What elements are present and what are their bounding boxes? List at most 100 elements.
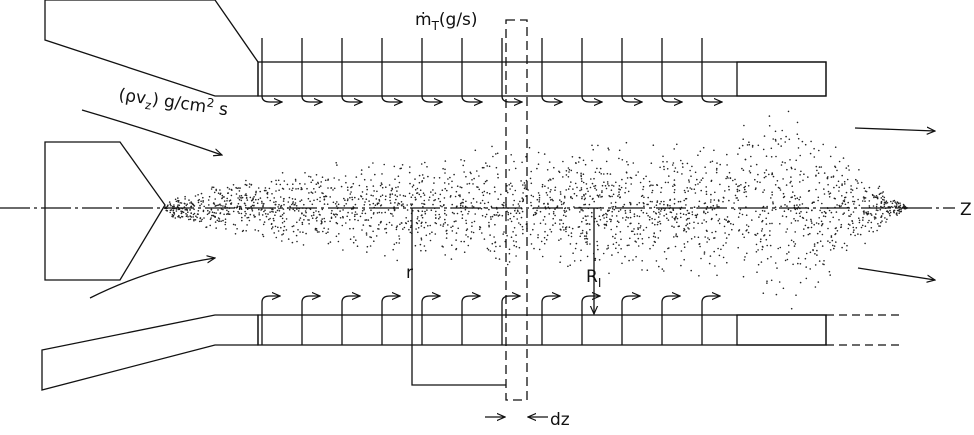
- droplet: [862, 216, 864, 219]
- droplet: [513, 244, 515, 247]
- droplet: [893, 209, 895, 212]
- droplet: [593, 177, 595, 180]
- droplet: [455, 220, 457, 222]
- droplet: [715, 169, 718, 171]
- droplet: [800, 170, 802, 173]
- droplet: [552, 211, 555, 213]
- droplet: [336, 213, 339, 216]
- droplet: [873, 195, 875, 197]
- droplet: [543, 242, 546, 245]
- droplet: [785, 135, 787, 138]
- droplet: [296, 221, 298, 224]
- droplet: [657, 216, 660, 218]
- droplet: [192, 213, 195, 216]
- droplet: [863, 187, 866, 190]
- droplet: [248, 186, 251, 188]
- droplet: [456, 185, 459, 187]
- droplet: [464, 205, 467, 208]
- droplet: [648, 218, 651, 221]
- droplet: [379, 204, 382, 207]
- droplet: [355, 239, 357, 241]
- droplet: [431, 231, 433, 233]
- droplet: [426, 166, 428, 168]
- droplet: [310, 215, 313, 217]
- droplet: [167, 204, 169, 206]
- droplet: [868, 230, 870, 232]
- droplet: [549, 228, 551, 231]
- droplet: [354, 213, 356, 216]
- droplet: [300, 188, 303, 191]
- droplet: [765, 223, 768, 225]
- droplet: [217, 217, 220, 219]
- droplet: [792, 263, 794, 266]
- droplet: [641, 194, 644, 197]
- droplet: [225, 203, 227, 205]
- droplet: [208, 195, 211, 198]
- droplet: [807, 226, 810, 229]
- droplet: [336, 164, 338, 166]
- droplet: [582, 173, 585, 175]
- droplet: [483, 182, 486, 185]
- droplet: [292, 230, 295, 233]
- droplet: [697, 222, 699, 225]
- droplet: [616, 220, 619, 222]
- droplet: [505, 205, 507, 208]
- droplet: [209, 224, 211, 227]
- droplet: [169, 211, 171, 214]
- droplet: [792, 241, 795, 243]
- droplet: [522, 232, 524, 235]
- droplet: [597, 196, 600, 198]
- droplet: [569, 185, 571, 188]
- center-body: [44, 141, 166, 281]
- droplet: [548, 161, 551, 163]
- droplet: [417, 210, 420, 213]
- droplet: [270, 223, 273, 225]
- wall-inflow-arrow: [381, 38, 402, 102]
- droplet: [433, 182, 435, 184]
- droplet: [722, 244, 725, 247]
- droplet: [588, 223, 591, 225]
- droplet: [683, 258, 685, 261]
- droplet: [598, 259, 601, 261]
- droplet: [645, 175, 647, 178]
- droplet: [299, 217, 302, 219]
- droplet: [597, 144, 599, 147]
- wall-inflow-arrow: [621, 296, 640, 345]
- droplet: [820, 166, 823, 168]
- droplet: [353, 215, 356, 218]
- droplet: [217, 209, 219, 211]
- droplet: [281, 214, 284, 216]
- droplet: [612, 206, 615, 208]
- droplet: [870, 227, 873, 229]
- droplet: [329, 220, 331, 223]
- droplet: [636, 203, 638, 206]
- droplet: [562, 222, 565, 225]
- droplet: [810, 226, 813, 229]
- droplet: [774, 130, 777, 133]
- droplet: [657, 221, 659, 223]
- droplet: [819, 240, 822, 242]
- droplet: [364, 201, 366, 203]
- droplet: [507, 213, 510, 216]
- droplet: [605, 187, 608, 190]
- droplet: [639, 226, 641, 229]
- droplet: [814, 253, 816, 255]
- droplet: [463, 160, 466, 162]
- droplet: [246, 224, 248, 226]
- droplet: [658, 265, 660, 268]
- droplet: [636, 215, 639, 217]
- droplet: [614, 205, 617, 208]
- droplet: [585, 223, 588, 225]
- droplet: [629, 211, 632, 213]
- droplet: [817, 172, 820, 174]
- droplet: [697, 183, 699, 185]
- droplet: [884, 217, 886, 219]
- droplet: [662, 155, 664, 158]
- droplet: [728, 220, 730, 223]
- wall-inflow-arrow: [341, 38, 362, 102]
- droplet: [408, 171, 411, 174]
- droplet: [361, 212, 364, 215]
- droplet: [443, 204, 445, 206]
- droplet: [786, 228, 789, 230]
- droplet: [268, 187, 271, 190]
